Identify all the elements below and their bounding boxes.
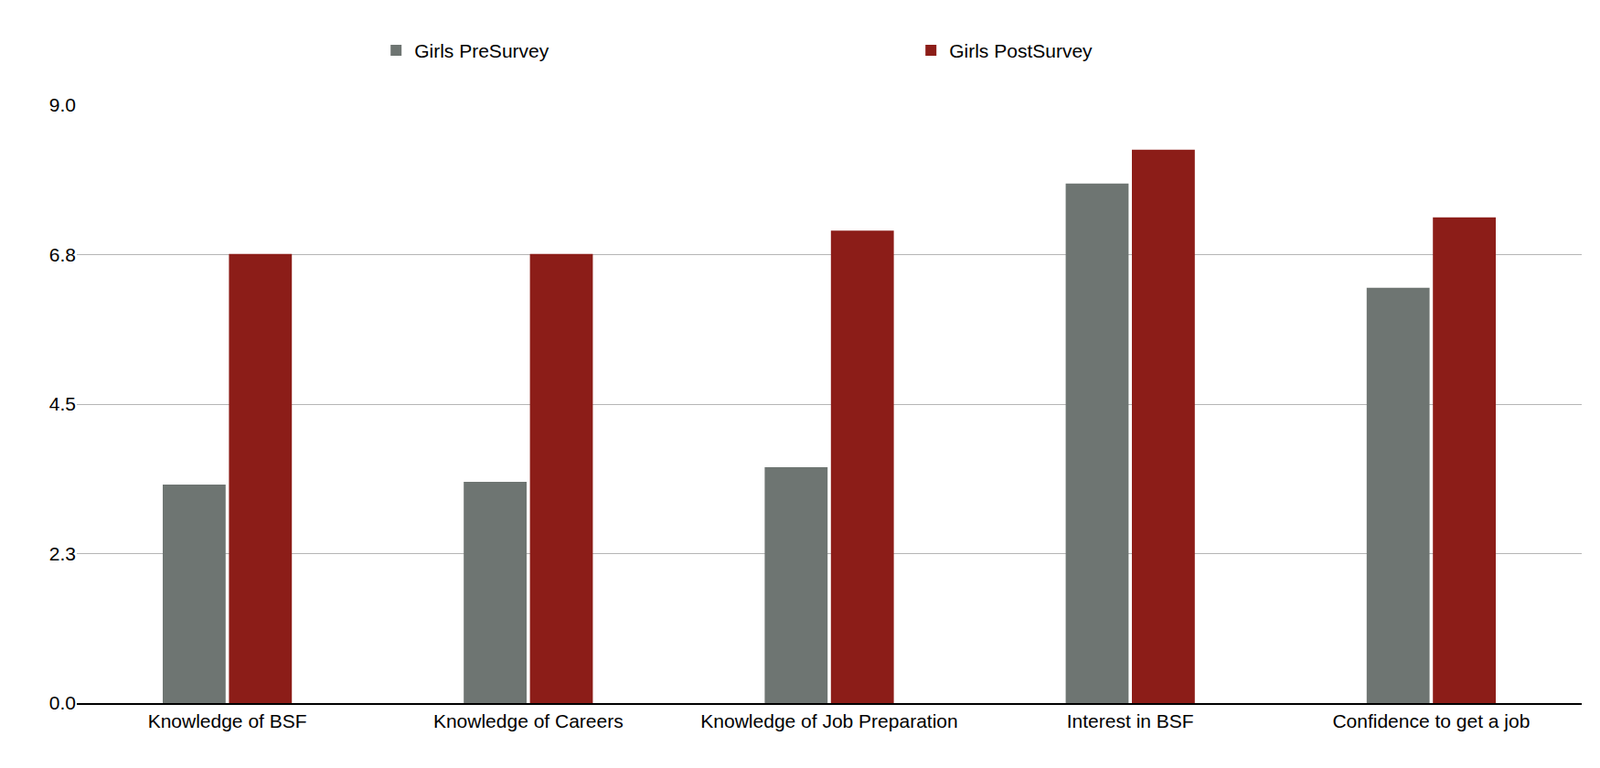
svg-text:Girls PostSurvey: Girls PostSurvey [949,40,1093,62]
svg-text:9.0: 9.0 [49,94,76,116]
svg-text:2.3: 2.3 [49,543,76,565]
svg-text:Confidence to get a job: Confidence to get a job [1332,710,1530,732]
svg-text:Knowledge of Job Preparation: Knowledge of Job Preparation [700,710,958,732]
svg-text:Interest in BSF: Interest in BSF [1066,710,1195,732]
svg-text:4.5: 4.5 [49,393,76,415]
svg-text:0.0: 0.0 [49,692,76,714]
svg-text:Knowledge of Careers: Knowledge of Careers [433,710,624,732]
svg-text:Girls PreSurvey: Girls PreSurvey [414,40,550,62]
svg-text:Knowledge of BSF: Knowledge of BSF [148,710,308,732]
svg-text:6.8: 6.8 [49,244,76,266]
